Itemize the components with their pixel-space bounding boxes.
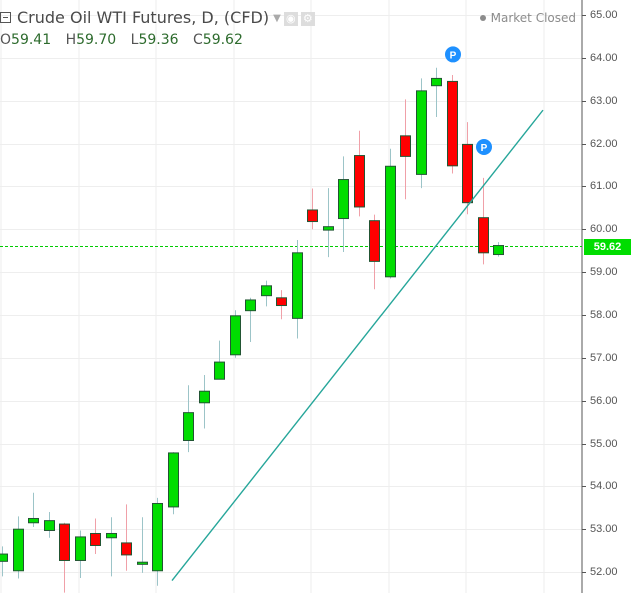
candle — [400, 99, 411, 200]
open-label: O — [0, 32, 12, 48]
ohlc-values: O59.41 H59.70 L59.36 C59.62 — [0, 32, 253, 48]
price-axis-label: 56.00 — [590, 394, 618, 407]
status-dot-icon — [479, 14, 486, 21]
candle — [0, 546, 8, 577]
price-axis-label: 60.00 — [590, 222, 618, 235]
price-axis-label: 58.00 — [590, 308, 618, 321]
candle — [369, 214, 380, 290]
trendline[interactable] — [171, 109, 544, 582]
candle — [276, 290, 287, 320]
candle — [447, 74, 458, 174]
candle — [478, 177, 489, 265]
candle — [90, 518, 101, 555]
candle — [137, 517, 148, 573]
candle — [385, 148, 396, 279]
candle — [168, 452, 179, 515]
candle — [416, 78, 427, 189]
candle — [431, 67, 442, 117]
price-axis-label: 55.00 — [590, 437, 618, 450]
caret-down-icon[interactable]: ▼ — [273, 13, 281, 24]
price-axis-label: 63.00 — [590, 94, 618, 107]
low-value: 59.36 — [138, 32, 179, 48]
candle — [307, 188, 318, 230]
price-axis-ticks — [582, 15, 586, 573]
collapse-toggle-icon[interactable] — [0, 12, 11, 23]
candle — [13, 516, 24, 579]
price-axis-label: 53.00 — [590, 522, 618, 535]
price-axis-label: 64.00 — [590, 51, 618, 64]
candle — [59, 522, 70, 593]
candle — [28, 492, 39, 528]
candle — [121, 504, 132, 571]
candle — [44, 512, 55, 538]
close-label: C — [193, 32, 203, 48]
candle — [261, 280, 272, 307]
candle — [338, 156, 349, 252]
candle — [462, 122, 473, 215]
candle — [75, 530, 86, 579]
candle — [106, 517, 117, 577]
current-price-tag: 59.62 — [584, 238, 631, 255]
event-marker-icon[interactable]: P — [445, 46, 461, 63]
price-axis-label: 54.00 — [590, 479, 618, 492]
low-label: L — [130, 32, 139, 48]
chart-legend: Crude Oil WTI Futures, D, (CFD) ▼ ◉ ⚙ — [0, 8, 315, 27]
eye-icon[interactable]: ◉ — [283, 11, 298, 26]
high-label: H — [65, 32, 77, 48]
price-axis-label: 61.00 — [590, 179, 618, 192]
candle — [183, 385, 194, 453]
event-markers[interactable]: PP — [445, 46, 492, 155]
close-value: 59.62 — [202, 32, 243, 48]
grid — [0, 0, 582, 593]
market-status: Market Closed — [479, 11, 576, 25]
candle — [323, 188, 334, 258]
gear-icon[interactable]: ⚙ — [300, 11, 315, 26]
price-axis-label: 65.00 — [590, 8, 618, 21]
price-axis-label: 59.00 — [590, 265, 618, 278]
price-axis-label: 62.00 — [590, 137, 618, 150]
candle — [354, 130, 365, 217]
open-value: 59.41 — [11, 32, 52, 48]
candle — [245, 297, 256, 342]
high-value: 59.70 — [76, 32, 117, 48]
svg-text:P: P — [450, 50, 457, 61]
candle — [199, 374, 210, 429]
price-axis-label: 52.00 — [590, 565, 618, 578]
candle — [152, 497, 163, 586]
candle — [214, 340, 225, 380]
market-status-label: Market Closed — [490, 11, 576, 25]
candle — [230, 310, 241, 358]
symbol-title: Crude Oil WTI Futures, D, (CFD) — [17, 8, 270, 27]
candles — [0, 67, 504, 593]
event-marker-icon[interactable]: P — [476, 138, 492, 155]
candle — [292, 239, 303, 339]
price-axis-label: 57.00 — [590, 351, 618, 364]
svg-text:P: P — [481, 143, 488, 154]
candle — [493, 242, 504, 257]
